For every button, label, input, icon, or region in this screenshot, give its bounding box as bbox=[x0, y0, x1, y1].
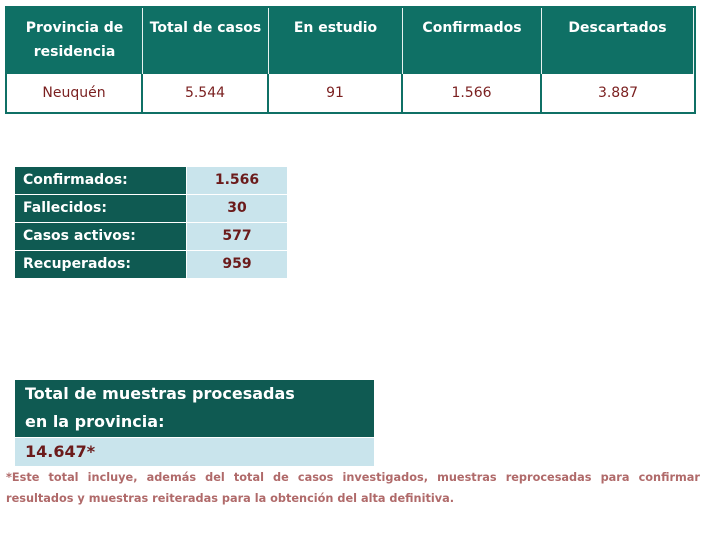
cell-total-casos: 5.544 bbox=[143, 74, 269, 112]
summary-row-recuperados: Recuperados: 959 bbox=[15, 251, 287, 279]
cell-en-estudio: 91 bbox=[269, 74, 403, 112]
header-provincia: Provincia de residencia bbox=[7, 8, 143, 74]
summary-row-casos-activos: Casos activos: 577 bbox=[15, 223, 287, 251]
samples-title-line2: en la provincia: bbox=[25, 412, 165, 431]
summary-value: 1.566 bbox=[187, 167, 287, 194]
summary-table: Confirmados: 1.566 Fallecidos: 30 Casos … bbox=[15, 167, 287, 279]
summary-row-confirmados: Confirmados: 1.566 bbox=[15, 167, 287, 195]
cell-descartados: 3.887 bbox=[597, 85, 639, 101]
summary-label: Recuperados: bbox=[15, 251, 187, 278]
summary-label: Casos activos: bbox=[15, 223, 187, 250]
header-descartados: Descartados bbox=[542, 8, 694, 74]
summary-row-fallecidos: Fallecidos: 30 bbox=[15, 195, 287, 223]
header-total-casos: Total de casos bbox=[143, 8, 269, 74]
samples-box: Total de muestras procesadas en la provi… bbox=[15, 380, 374, 466]
summary-value: 30 bbox=[187, 195, 287, 222]
cell-provincia: Neuquén bbox=[7, 74, 143, 112]
cell-confirmados: 1.566 bbox=[403, 74, 542, 112]
samples-title-line1: Total de muestras procesadas bbox=[25, 384, 295, 403]
header-confirmados: Confirmados bbox=[403, 8, 542, 74]
cases-table: Provincia de residencia Total de casos E… bbox=[5, 6, 696, 114]
summary-label: Confirmados: bbox=[15, 167, 187, 194]
summary-value: 577 bbox=[187, 223, 287, 250]
footnote: *Este total incluye, además del total de… bbox=[6, 471, 700, 505]
summary-value: 959 bbox=[187, 251, 287, 278]
header-en-estudio: En estudio bbox=[269, 8, 403, 74]
samples-title: Total de muestras procesadas en la provi… bbox=[15, 380, 374, 437]
summary-label: Fallecidos: bbox=[15, 195, 187, 222]
samples-value: 14.647* bbox=[15, 437, 374, 466]
